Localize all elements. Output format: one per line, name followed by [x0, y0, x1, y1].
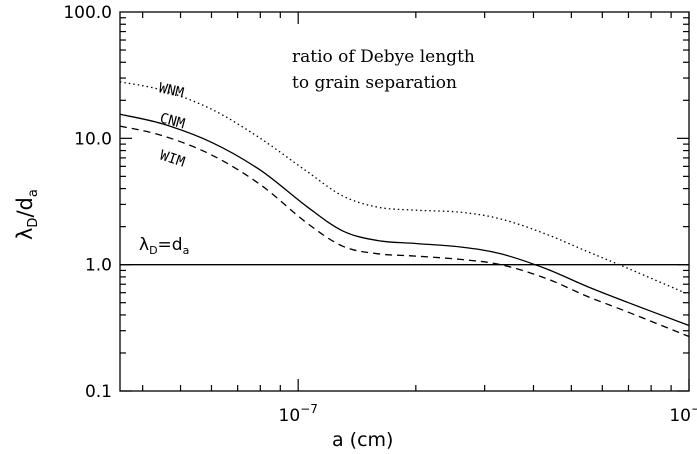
y-tick-label: 1.0 [85, 256, 112, 276]
series-label-wim: WIM [158, 148, 187, 171]
x-tick-label: 10−6 [669, 402, 697, 426]
x-axis-label: a (cm) [332, 429, 393, 451]
y-tick-label: 0.1 [85, 382, 112, 402]
series-line-cnm [119, 113, 690, 327]
series-label-wnm: WNM [157, 80, 185, 101]
series-layer [119, 81, 690, 338]
series-label-cnm: CNM [158, 110, 187, 132]
axis-ticks [120, 12, 690, 392]
annotation-line-1: ratio of Debye length [292, 47, 475, 67]
x-tick-label: 10−7 [279, 402, 318, 426]
series-line-wim [119, 125, 690, 338]
tick-labels: 100.0 10.0 1.0 0.1 10−7 10−6 [63, 3, 697, 426]
y-axis-label: λD/da [13, 189, 41, 240]
y-tick-label: 100.0 [63, 3, 112, 23]
annotation-line-2: to grain separation [292, 73, 457, 93]
reference-line-label: λD=da [139, 235, 189, 257]
series-line-wnm [119, 81, 690, 296]
y-tick-label: 10.0 [74, 129, 112, 149]
plot-frame [119, 11, 690, 392]
